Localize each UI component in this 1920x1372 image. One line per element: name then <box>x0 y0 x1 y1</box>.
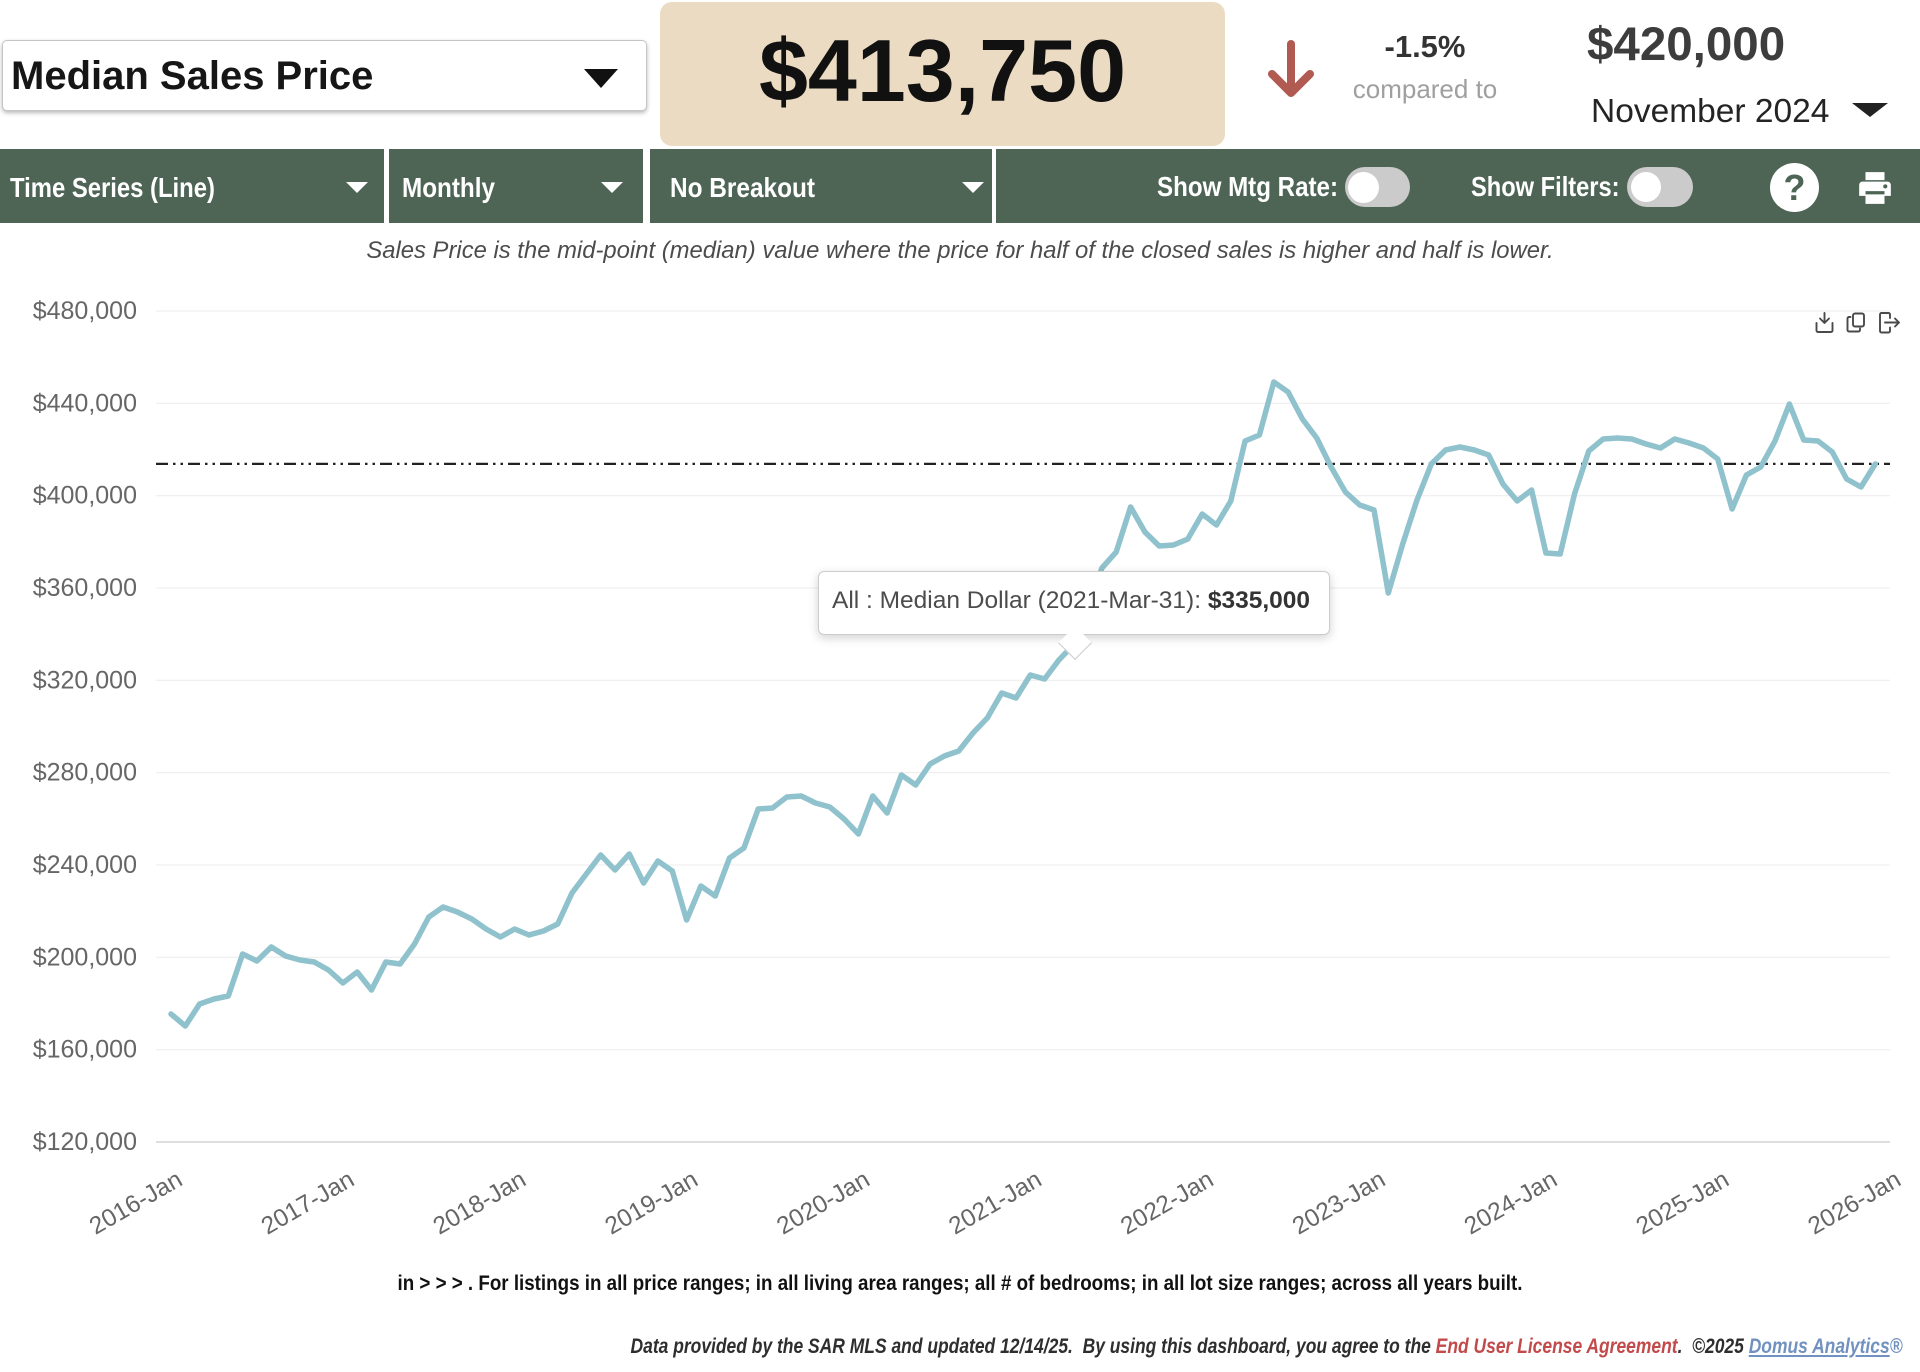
svg-text:2025-Jan: 2025-Jan <box>1632 1166 1734 1240</box>
svg-text:$160,000: $160,000 <box>33 1036 137 1064</box>
svg-text:2017-Jan: 2017-Jan <box>257 1166 359 1240</box>
svg-text:$440,000: $440,000 <box>33 389 137 417</box>
svg-text:2022-Jan: 2022-Jan <box>1116 1166 1218 1240</box>
svg-text:$240,000: $240,000 <box>33 851 137 879</box>
svg-text:$200,000: $200,000 <box>33 943 137 971</box>
svg-text:2018-Jan: 2018-Jan <box>429 1166 531 1240</box>
svg-text:$120,000: $120,000 <box>33 1128 137 1156</box>
svg-text:2020-Jan: 2020-Jan <box>772 1166 874 1240</box>
svg-text:2019-Jan: 2019-Jan <box>601 1166 703 1240</box>
svg-text:2026-Jan: 2026-Jan <box>1804 1166 1906 1240</box>
svg-text:2023-Jan: 2023-Jan <box>1288 1166 1390 1240</box>
svg-text:2024-Jan: 2024-Jan <box>1460 1166 1562 1240</box>
svg-text:$320,000: $320,000 <box>33 666 137 694</box>
svg-text:2016-Jan: 2016-Jan <box>85 1166 187 1240</box>
svg-text:$360,000: $360,000 <box>33 574 137 602</box>
svg-text:$280,000: $280,000 <box>33 759 137 787</box>
svg-text:2021-Jan: 2021-Jan <box>944 1166 1046 1240</box>
svg-text:$400,000: $400,000 <box>33 482 137 510</box>
svg-text:$480,000: $480,000 <box>33 297 137 325</box>
